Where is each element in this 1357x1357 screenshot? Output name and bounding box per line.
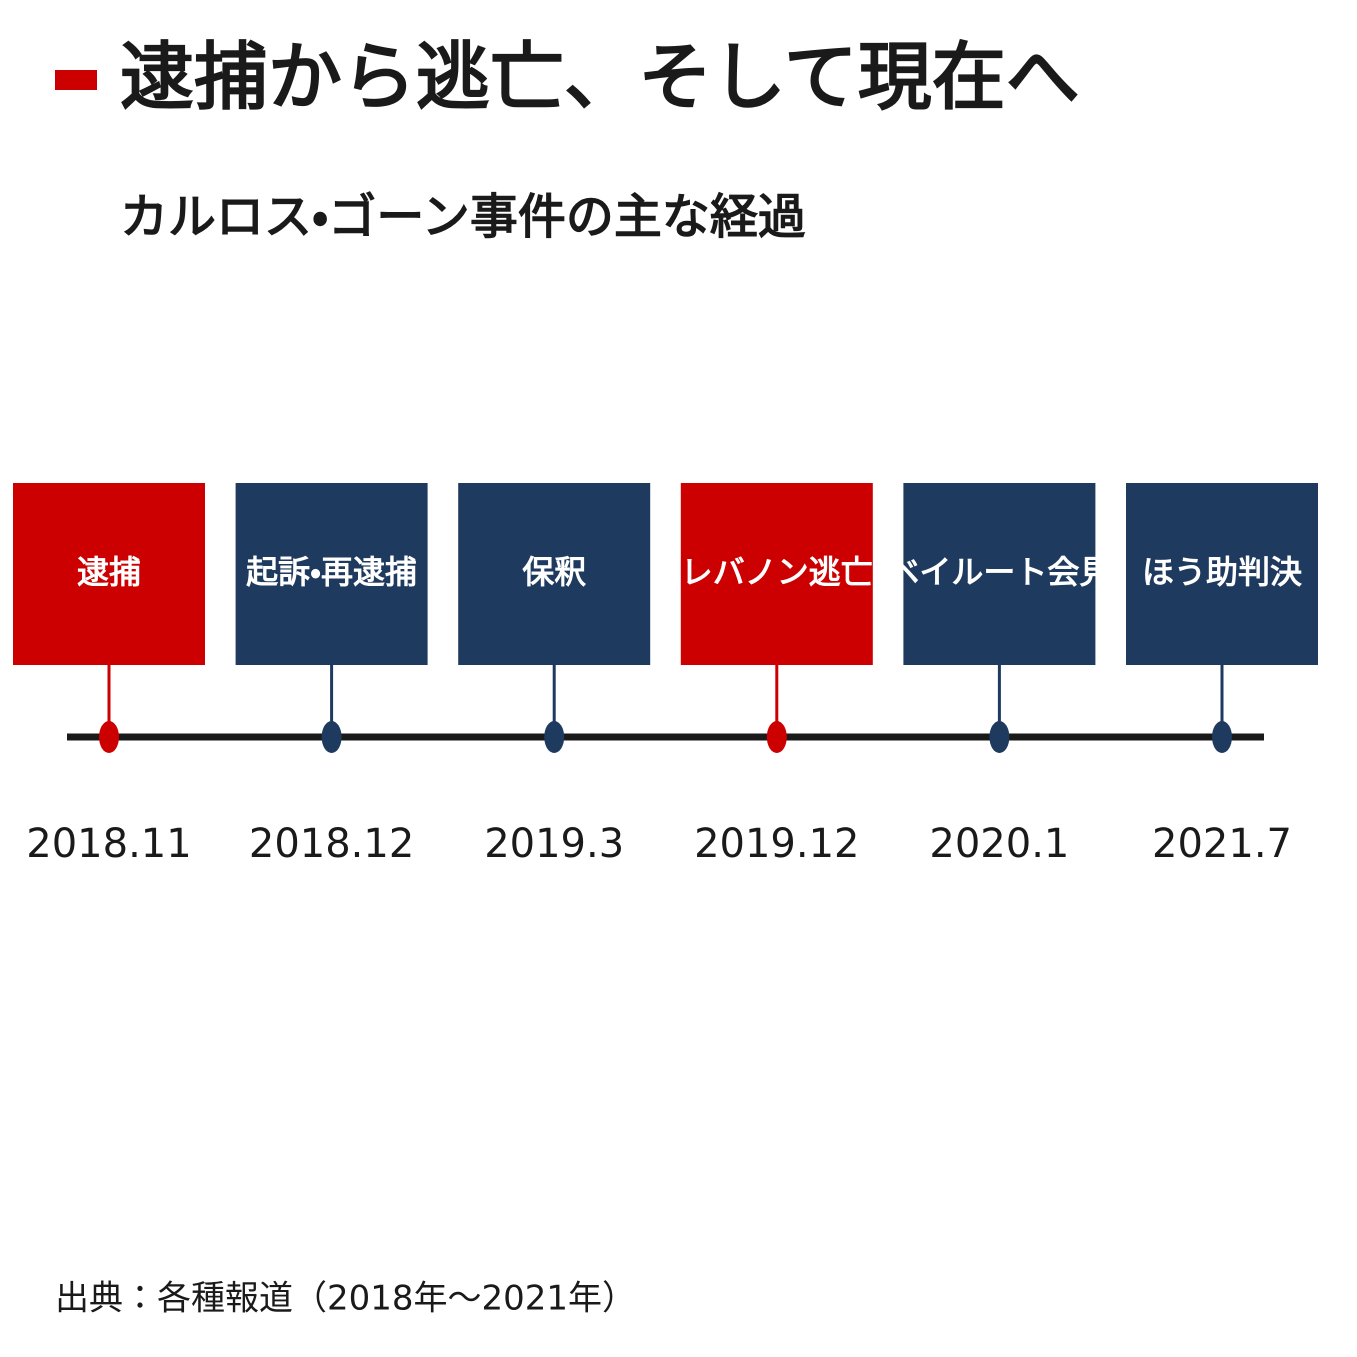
source: 出典：各種報道（2018年～2021年） <box>55 1279 636 1319</box>
event-dot <box>1212 721 1232 753</box>
event-label: 逮捕 <box>77 553 141 591</box>
event-box <box>235 483 428 665</box>
event-date: 2019.12 <box>694 821 859 867</box>
event-date: 2018.12 <box>249 821 414 867</box>
event-date: 2019.3 <box>484 821 624 867</box>
event-dot <box>99 721 119 753</box>
subtitle: カルロス・ゴーン事件の主な経過 <box>120 189 806 245</box>
title: 逮捕から逃亡、そして現在へ <box>120 35 1080 121</box>
event-date: 2020.1 <box>929 821 1069 867</box>
event-date: 2018.11 <box>26 821 191 867</box>
event-dot <box>766 721 787 753</box>
event-box <box>458 483 651 665</box>
event-box <box>13 483 205 665</box>
event-dot <box>989 721 1010 753</box>
event-label: ベイルート会見 <box>887 553 1111 591</box>
event-box <box>1126 483 1318 665</box>
event-box <box>680 483 873 665</box>
events: 逮捕 2018.11 起訴・再逮捕 2018.12 保釈 2019.3 レバノン逃亡 2019… <box>13 483 1318 867</box>
event-label: ほう助判決 <box>1142 553 1302 591</box>
title-marker <box>55 70 97 90</box>
event-box <box>903 483 1096 665</box>
event-dot <box>544 721 565 753</box>
event-label: レバノン逃亡 <box>681 553 873 591</box>
event-label: 起訴・再逮捕 <box>246 553 417 591</box>
event-date: 2021.7 <box>1152 821 1292 867</box>
event-label: 保釈 <box>522 553 586 591</box>
event-dot <box>321 721 342 753</box>
